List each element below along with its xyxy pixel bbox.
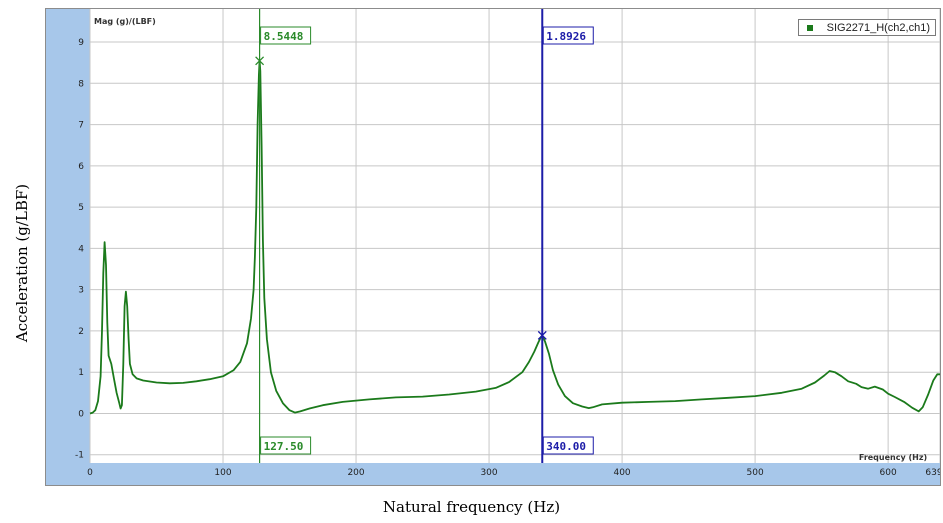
x-tick-label: 600: [880, 468, 897, 478]
legend[interactable]: SIG2271_H(ch2,ch1): [797, 19, 936, 36]
cursor-x-value: 340.00: [546, 440, 586, 453]
plot-area: [90, 9, 940, 463]
series-layer: [89, 59, 940, 415]
y-tick-label: 9: [78, 38, 84, 48]
y-tick-label: 2: [78, 327, 84, 337]
cursor-y-value: 8.5448: [264, 30, 304, 43]
x-axis-title: Natural frequency (Hz): [382, 498, 561, 516]
cursor-x-value: 127.50: [264, 440, 304, 453]
legend-swatch: [806, 24, 813, 31]
legend-label: SIG2271_H(ch2,ch1): [826, 21, 930, 34]
series-line: [89, 59, 940, 415]
y-tick-label: 1: [78, 368, 84, 378]
cursor-y-value-box: [260, 26, 312, 45]
x-tick-label: 100: [214, 468, 231, 478]
x-tick-label: 200: [347, 468, 364, 478]
x-tick-label: 0: [87, 468, 93, 478]
left-axis-band: [46, 9, 90, 485]
x-tick-label: 500: [747, 468, 764, 478]
x-tick-label: 400: [613, 468, 630, 478]
bottom-axis-band: [46, 463, 940, 485]
y-tick-label: 6: [78, 162, 84, 172]
y-tick-label: 3: [78, 286, 84, 296]
cursor-x-value-box: [542, 436, 594, 455]
y-tick-label: 8: [78, 79, 84, 89]
y-tick-label: 4: [78, 244, 84, 254]
cursor-marker: [255, 56, 265, 66]
plot-frame: -1 0 1 2 3 4 5 6 7 8 9 0 100 200 300 400 500 600 639 8.544…: [45, 8, 941, 486]
y-axis-title: Acceleration (g/LBF): [13, 183, 31, 343]
y-tick-label: 0: [78, 409, 84, 419]
y-tick-label: 7: [78, 121, 84, 131]
cursor-y-value-box: [542, 26, 594, 45]
x-tick-label: 639: [925, 468, 940, 478]
cursor-x-value-box: [260, 436, 312, 455]
cursor-marker: [537, 330, 547, 340]
y-tick-label: -1: [75, 451, 84, 461]
cursor-y-value: 1.8926: [546, 30, 586, 43]
y-tick-label: 5: [78, 203, 84, 213]
grid-layer: [89, 9, 940, 463]
inner-x-axis-label: Frequency (Hz): [859, 453, 927, 462]
inner-y-axis-label: Mag (g)/(LBF): [94, 17, 156, 26]
cursor-layer: 8.5448 127.50 1.8926 340.00: [255, 9, 594, 463]
x-tick-label: 300: [480, 468, 497, 478]
